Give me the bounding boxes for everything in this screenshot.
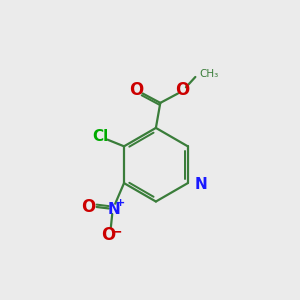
Text: Cl: Cl — [92, 128, 109, 143]
Text: O: O — [129, 81, 143, 99]
Text: O: O — [175, 81, 189, 99]
Text: O: O — [81, 198, 95, 216]
Text: N: N — [107, 202, 120, 217]
Text: N: N — [194, 177, 207, 192]
Text: −: − — [111, 225, 122, 239]
Text: O: O — [102, 226, 116, 244]
Text: +: + — [116, 198, 125, 208]
Text: CH₃: CH₃ — [200, 69, 219, 79]
